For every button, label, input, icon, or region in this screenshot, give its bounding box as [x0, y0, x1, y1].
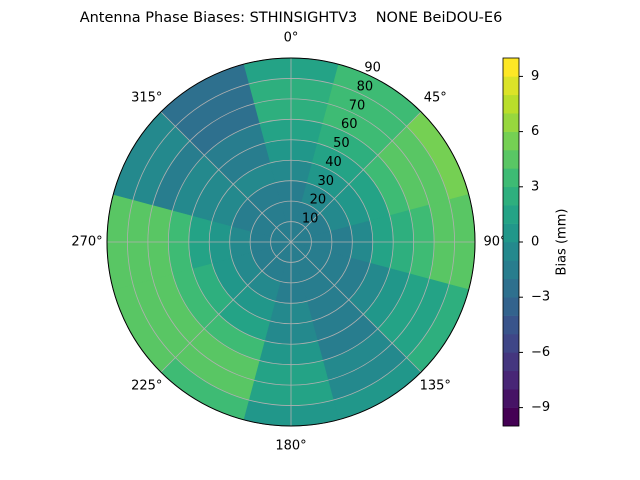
- radial-tick-label: 20: [310, 193, 327, 208]
- radial-tick-label: 90: [364, 61, 381, 76]
- angle-tick-label: 45°: [424, 90, 447, 105]
- colorbar-tick-label: −9: [531, 400, 550, 415]
- chart-title: Antenna Phase Biases: STHINSIGHTV3 NONE …: [80, 10, 503, 26]
- angle-tick-label: 225°: [131, 379, 162, 394]
- colorbar-band: [503, 297, 519, 316]
- colorbar-band: [503, 370, 519, 390]
- colorbar-tick-label: 9: [531, 69, 539, 84]
- colorbar-tick-label: −6: [531, 345, 550, 360]
- angle-tick-label: 135°: [420, 379, 451, 394]
- polar-frame: [106, 57, 476, 427]
- colorbar-band: [503, 131, 519, 151]
- colorbar-band: [503, 94, 519, 114]
- colorbar-band: [503, 113, 519, 132]
- colorbar-band: [503, 58, 519, 77]
- colorbar-band: [503, 260, 519, 280]
- colorbar-band: [503, 242, 519, 261]
- radial-tick-label: 70: [349, 98, 366, 113]
- radial-tick-label: 40: [325, 155, 342, 170]
- colorbar-tick-label: 0: [531, 235, 539, 250]
- colorbar-band: [503, 407, 519, 427]
- colorbar-tick-label: 3: [531, 179, 539, 194]
- angle-tick-label: 90°: [483, 235, 506, 250]
- colorbar-band: [503, 76, 519, 96]
- colorbar-band: [503, 205, 519, 224]
- radial-tick-label: 80: [357, 79, 374, 94]
- angular-grid-line: [290, 241, 422, 373]
- angular-grid-line: [160, 241, 292, 373]
- radial-tick-label: 10: [302, 212, 319, 227]
- colorbar-tick-label: −3: [531, 290, 550, 305]
- radial-tick-label: 30: [317, 174, 334, 189]
- colorbar-band: [503, 186, 519, 206]
- colorbar-band: [503, 352, 519, 372]
- colorbar-band: [503, 315, 519, 335]
- angle-tick-label: 315°: [131, 90, 162, 105]
- angle-tick-label: 180°: [275, 439, 306, 454]
- colorbar-label: Bias (mm): [555, 209, 570, 276]
- angular-grid-line: [290, 111, 422, 243]
- radial-tick-label: 50: [333, 136, 350, 151]
- radial-tick-label: 60: [341, 117, 358, 132]
- colorbar-band: [503, 278, 519, 298]
- colorbar-band: [503, 168, 519, 188]
- angle-tick-label: 270°: [71, 235, 102, 250]
- colorbar-band: [503, 334, 519, 353]
- angle-tick-label: 0°: [284, 31, 299, 46]
- colorbar-band: [503, 223, 519, 243]
- colorbar-band: [503, 150, 519, 169]
- angular-grid-line: [160, 111, 292, 243]
- colorbar-band: [503, 389, 519, 408]
- colorbar-tick-label: 6: [531, 124, 539, 139]
